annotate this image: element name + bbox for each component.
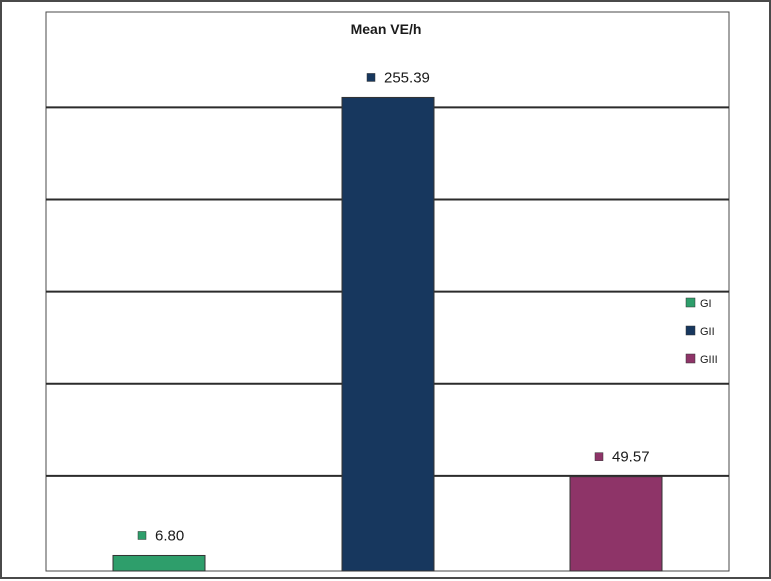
data-label-marker [366, 73, 376, 82]
data-label-gi: 6.80 [155, 527, 184, 544]
data-label-marker [594, 452, 604, 461]
data-label-giii: 49.57 [612, 449, 650, 466]
legend-label-gii: GII [700, 326, 715, 338]
bar-gii [341, 96, 435, 572]
legend-swatch-giii [685, 353, 696, 364]
legend-label-gi: GI [700, 298, 712, 310]
legend-label-giii: GIII [700, 354, 718, 366]
bar-giii [569, 476, 663, 572]
legend-swatch-gi [685, 297, 696, 308]
chart-title: Mean VE/h [351, 21, 422, 37]
legend-swatch-gii [685, 325, 696, 336]
data-label-marker [137, 531, 147, 540]
bar-gi [112, 554, 206, 572]
data-label-gii: 255.39 [384, 69, 430, 86]
